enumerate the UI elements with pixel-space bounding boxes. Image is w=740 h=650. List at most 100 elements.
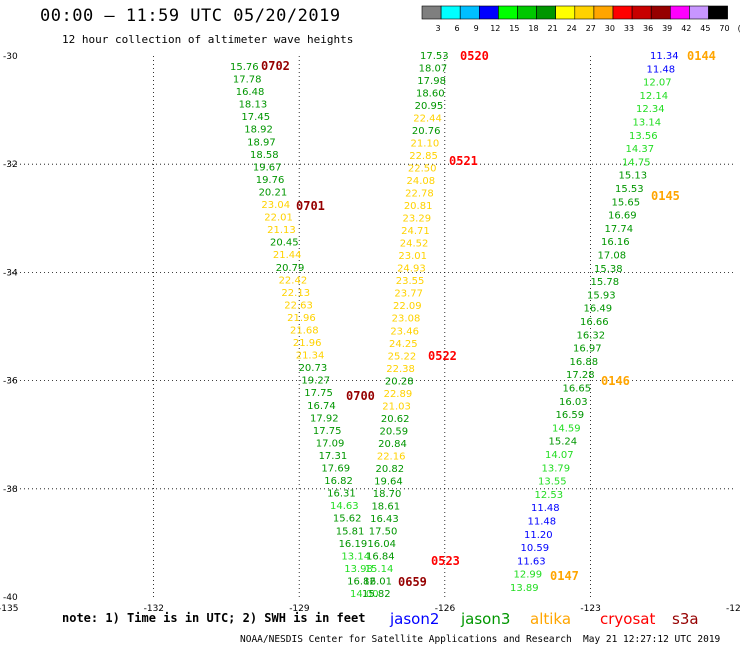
wave-height-value: 15.38 [594,264,623,275]
wave-height-value: 23.29 [402,214,431,225]
lat-label: -38 [3,485,18,495]
wave-height-value: 16.43 [370,514,399,525]
wave-height-value: 11.63 [517,556,546,567]
wave-height-value: 22.13 [281,288,310,299]
wave-height-value: 20.81 [404,201,433,212]
colorbar-label: 12 [490,24,500,33]
wave-height-value: 11.48 [531,503,560,514]
wave-height-value: 22.50 [408,164,437,175]
wave-height-value: 15.93 [587,290,616,301]
wave-height-value: 24.25 [389,339,418,350]
wave-height-value: 18.07 [419,64,448,75]
lon-label: -120 [726,604,740,614]
wave-height-value: 13.55 [538,477,567,488]
wave-height-value: 16.04 [367,539,396,550]
wave-height-value: 13.56 [629,131,658,142]
legend-s3a: s3a [672,610,699,628]
wave-height-value: 16.16 [601,237,630,248]
wave-height-value: 16.69 [608,211,637,222]
wave-height-value: 14.63 [330,501,359,512]
wave-height-value: 22.85 [409,151,438,162]
wave-height-value: 25.22 [388,351,417,362]
wave-height-value: 14.07 [545,450,574,461]
colorbar-label: 30 [605,24,615,33]
wave-height-value: 15.53 [615,184,644,195]
wave-height-value: 18.97 [247,137,276,148]
wave-height-value: 18.92 [244,125,273,136]
wave-height-value: 16.19 [339,539,368,550]
colorbar-label: (ft) [738,24,740,33]
colorbar-swatch [612,5,633,20]
wave-height-value: 15.24 [549,437,578,448]
wave-height-value: 24.08 [407,176,436,187]
legend-jason2: jason2 [390,610,440,628]
colorbar-swatch [536,5,556,20]
footer-timestamp: May 21 12:27:12 UTC 2019 [583,634,721,645]
wave-height-value: 24.52 [400,239,429,250]
wave-height-value: 16.32 [577,330,606,341]
wave-height-value: 23.08 [392,314,421,325]
pass-time-label: 0523 [431,554,460,568]
wave-height-value: 20.73 [299,363,328,374]
wave-height-value: 22.01 [264,213,293,224]
wave-height-value: 17.31 [319,451,348,462]
wave-height-value: 15.81 [336,526,365,537]
wave-height-value: 20.62 [381,414,410,425]
colorbar-label: 33 [624,24,634,33]
footer-note: note: 1) Time is in UTC; 2) SWH is in fe… [62,611,366,625]
page-title: 00:00 – 11:59 UTC 05/20/2019 [40,6,341,26]
colorbar-label: 42 [681,24,691,33]
wave-height-value: 11.20 [524,530,553,541]
wave-height-value: 15.82 [362,589,391,600]
legend-cryosat: cryosat [600,610,656,628]
colorbar-swatch [459,5,480,20]
wave-height-value: 24.93 [397,264,426,275]
colorbar-swatch [708,5,728,20]
wave-height-value: 13.14 [633,118,662,129]
colorbar-label: 3 [435,24,440,33]
wave-height-value: 18.70 [373,489,402,500]
wave-height-value: 15.76 [230,62,259,73]
pass-time-label: 0144 [687,49,716,63]
colorbar-label: 9 [474,24,479,33]
wave-height-value: 20.79 [276,263,305,274]
pass-time-label: 0701 [296,199,325,213]
colorbar-swatch [631,5,652,20]
wave-height-value: 17.75 [304,388,333,399]
lat-label: -30 [3,52,18,62]
legend-altika: altika [530,610,572,628]
pass-time-label: 0145 [651,189,680,203]
wave-height-value: 16.82 [347,576,376,587]
colorbar-swatch [593,5,614,20]
wave-height-value: 16.31 [327,489,356,500]
wave-height-value: 14.75 [622,157,651,168]
colorbar-swatch [478,5,499,20]
wave-height-value: 23.01 [398,251,427,262]
wave-height-value: 12.14 [640,91,669,102]
lon-label: -123 [580,604,600,614]
pass-time-label: 0702 [261,59,290,73]
wave-height-value: 17.98 [417,76,446,87]
colorbar-swatch [574,5,595,20]
wave-height-value: 14.59 [552,423,581,434]
wave-height-value: 24.71 [401,226,430,237]
colorbar-swatch [421,5,442,20]
wave-height-value: 19.64 [374,476,403,487]
lon-label: -126 [435,604,456,614]
wave-height-value: 22.63 [284,300,313,311]
colorbar-label: 45 [700,24,710,33]
wave-height-value: 22.42 [279,275,308,286]
wave-height-value: 17.92 [310,413,339,424]
wave-height-value: 16.66 [580,317,609,328]
colorbar-label: 15 [509,24,519,33]
wave-height-value: 17.08 [598,251,627,262]
wave-height-value: 15.62 [333,514,362,525]
time-labels: 0702 0701 0700 0659 0520 0521 0522 0523 0144 0145… [261,49,716,589]
wave-height-value: 22.89 [384,389,413,400]
colorbar-label: 36 [643,24,653,33]
colorbar-label: 39 [662,24,672,33]
wave-height-value: 21.34 [296,351,325,362]
